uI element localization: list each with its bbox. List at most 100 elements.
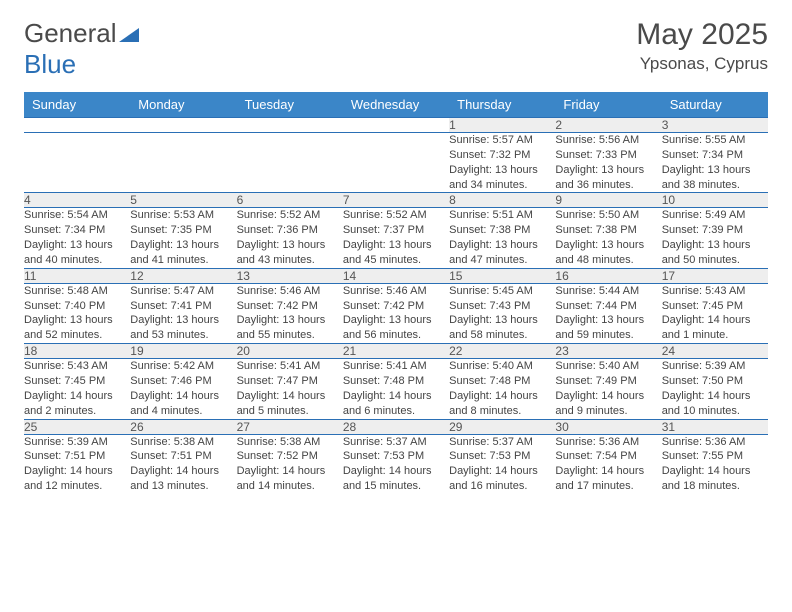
logo-triangle-icon — [119, 18, 139, 49]
empty-cell — [343, 133, 449, 193]
sunrise: Sunrise: 5:47 AM — [130, 284, 236, 299]
sunrise: Sunrise: 5:38 AM — [130, 435, 236, 450]
daylight: Daylight: 14 hours and 13 minutes. — [130, 464, 236, 494]
day-cell: Sunrise: 5:40 AMSunset: 7:48 PMDaylight:… — [449, 359, 555, 419]
title-block: May 2025 Ypsonas, Cyprus — [636, 18, 768, 74]
sunrise: Sunrise: 5:36 AM — [662, 435, 768, 450]
day-number: 24 — [662, 344, 768, 359]
empty-cell — [237, 118, 343, 133]
calendar-page: General Blue May 2025 Ypsonas, Cyprus Su… — [0, 0, 792, 518]
day-number: 12 — [130, 268, 236, 283]
daylight: Daylight: 14 hours and 4 minutes. — [130, 389, 236, 419]
sunrise: Sunrise: 5:43 AM — [662, 284, 768, 299]
day-cell: Sunrise: 5:54 AMSunset: 7:34 PMDaylight:… — [24, 208, 130, 268]
day-cell: Sunrise: 5:38 AMSunset: 7:52 PMDaylight:… — [237, 434, 343, 494]
sunrise: Sunrise: 5:37 AM — [343, 435, 449, 450]
day-cell: Sunrise: 5:36 AMSunset: 7:54 PMDaylight:… — [555, 434, 661, 494]
sunrise: Sunrise: 5:49 AM — [662, 208, 768, 223]
sunrise: Sunrise: 5:41 AM — [237, 359, 343, 374]
day-number-row: 18192021222324 — [24, 344, 768, 359]
weekday-header: Tuesday — [237, 92, 343, 118]
day-number: 18 — [24, 344, 130, 359]
sunset: Sunset: 7:52 PM — [237, 449, 343, 464]
sunset: Sunset: 7:34 PM — [662, 148, 768, 163]
day-number: 29 — [449, 419, 555, 434]
empty-cell — [130, 133, 236, 193]
daylight: Daylight: 14 hours and 15 minutes. — [343, 464, 449, 494]
day-data-row: Sunrise: 5:54 AMSunset: 7:34 PMDaylight:… — [24, 208, 768, 268]
day-cell: Sunrise: 5:55 AMSunset: 7:34 PMDaylight:… — [662, 133, 768, 193]
day-number: 4 — [24, 193, 130, 208]
daylight: Daylight: 13 hours and 58 minutes. — [449, 313, 555, 343]
day-number: 28 — [343, 419, 449, 434]
day-data-row: Sunrise: 5:39 AMSunset: 7:51 PMDaylight:… — [24, 434, 768, 494]
sunset: Sunset: 7:48 PM — [449, 374, 555, 389]
header: General Blue May 2025 Ypsonas, Cyprus — [24, 18, 768, 80]
daylight: Daylight: 14 hours and 5 minutes. — [237, 389, 343, 419]
sunset: Sunset: 7:44 PM — [555, 299, 661, 314]
sunset: Sunset: 7:55 PM — [662, 449, 768, 464]
day-number-row: 25262728293031 — [24, 419, 768, 434]
sunrise: Sunrise: 5:37 AM — [449, 435, 555, 450]
logo-text: General Blue — [24, 18, 139, 80]
day-number: 15 — [449, 268, 555, 283]
sunrise: Sunrise: 5:40 AM — [449, 359, 555, 374]
logo: General Blue — [24, 18, 139, 80]
calendar-header-row: SundayMondayTuesdayWednesdayThursdayFrid… — [24, 92, 768, 118]
day-cell: Sunrise: 5:48 AMSunset: 7:40 PMDaylight:… — [24, 283, 130, 343]
day-number: 25 — [24, 419, 130, 434]
sunset: Sunset: 7:53 PM — [343, 449, 449, 464]
sunrise: Sunrise: 5:55 AM — [662, 133, 768, 148]
weekday-header: Thursday — [449, 92, 555, 118]
empty-cell — [24, 133, 130, 193]
day-number: 8 — [449, 193, 555, 208]
day-number: 31 — [662, 419, 768, 434]
weekday-header: Wednesday — [343, 92, 449, 118]
day-cell: Sunrise: 5:38 AMSunset: 7:51 PMDaylight:… — [130, 434, 236, 494]
weekday-header: Friday — [555, 92, 661, 118]
daylight: Daylight: 14 hours and 14 minutes. — [237, 464, 343, 494]
sunset: Sunset: 7:42 PM — [237, 299, 343, 314]
day-data-row: Sunrise: 5:43 AMSunset: 7:45 PMDaylight:… — [24, 359, 768, 419]
calendar-body: 123Sunrise: 5:57 AMSunset: 7:32 PMDaylig… — [24, 118, 768, 494]
sunrise: Sunrise: 5:36 AM — [555, 435, 661, 450]
daylight: Daylight: 13 hours and 38 minutes. — [662, 163, 768, 193]
sunrise: Sunrise: 5:46 AM — [237, 284, 343, 299]
day-cell: Sunrise: 5:52 AMSunset: 7:36 PMDaylight:… — [237, 208, 343, 268]
day-cell: Sunrise: 5:46 AMSunset: 7:42 PMDaylight:… — [237, 283, 343, 343]
sunset: Sunset: 7:50 PM — [662, 374, 768, 389]
day-cell: Sunrise: 5:37 AMSunset: 7:53 PMDaylight:… — [343, 434, 449, 494]
sunset: Sunset: 7:37 PM — [343, 223, 449, 238]
sunset: Sunset: 7:39 PM — [662, 223, 768, 238]
daylight: Daylight: 14 hours and 1 minute. — [662, 313, 768, 343]
day-cell: Sunrise: 5:47 AMSunset: 7:41 PMDaylight:… — [130, 283, 236, 343]
day-number: 19 — [130, 344, 236, 359]
day-cell: Sunrise: 5:43 AMSunset: 7:45 PMDaylight:… — [662, 283, 768, 343]
sunset: Sunset: 7:38 PM — [449, 223, 555, 238]
sunset: Sunset: 7:45 PM — [662, 299, 768, 314]
weekday-header: Saturday — [662, 92, 768, 118]
sunset: Sunset: 7:34 PM — [24, 223, 130, 238]
sunrise: Sunrise: 5:38 AM — [237, 435, 343, 450]
empty-cell — [24, 118, 130, 133]
logo-part1: General — [24, 18, 117, 48]
day-cell: Sunrise: 5:41 AMSunset: 7:48 PMDaylight:… — [343, 359, 449, 419]
day-number: 14 — [343, 268, 449, 283]
day-number: 1 — [449, 118, 555, 133]
calendar-table: SundayMondayTuesdayWednesdayThursdayFrid… — [24, 92, 768, 494]
day-data-row: Sunrise: 5:48 AMSunset: 7:40 PMDaylight:… — [24, 283, 768, 343]
sunrise: Sunrise: 5:42 AM — [130, 359, 236, 374]
day-cell: Sunrise: 5:46 AMSunset: 7:42 PMDaylight:… — [343, 283, 449, 343]
daylight: Daylight: 13 hours and 59 minutes. — [555, 313, 661, 343]
sunset: Sunset: 7:42 PM — [343, 299, 449, 314]
day-cell: Sunrise: 5:51 AMSunset: 7:38 PMDaylight:… — [449, 208, 555, 268]
day-cell: Sunrise: 5:39 AMSunset: 7:51 PMDaylight:… — [24, 434, 130, 494]
daylight: Daylight: 13 hours and 52 minutes. — [24, 313, 130, 343]
sunset: Sunset: 7:32 PM — [449, 148, 555, 163]
sunset: Sunset: 7:41 PM — [130, 299, 236, 314]
day-number: 9 — [555, 193, 661, 208]
daylight: Daylight: 13 hours and 34 minutes. — [449, 163, 555, 193]
daylight: Daylight: 14 hours and 18 minutes. — [662, 464, 768, 494]
day-cell: Sunrise: 5:53 AMSunset: 7:35 PMDaylight:… — [130, 208, 236, 268]
daylight: Daylight: 14 hours and 10 minutes. — [662, 389, 768, 419]
